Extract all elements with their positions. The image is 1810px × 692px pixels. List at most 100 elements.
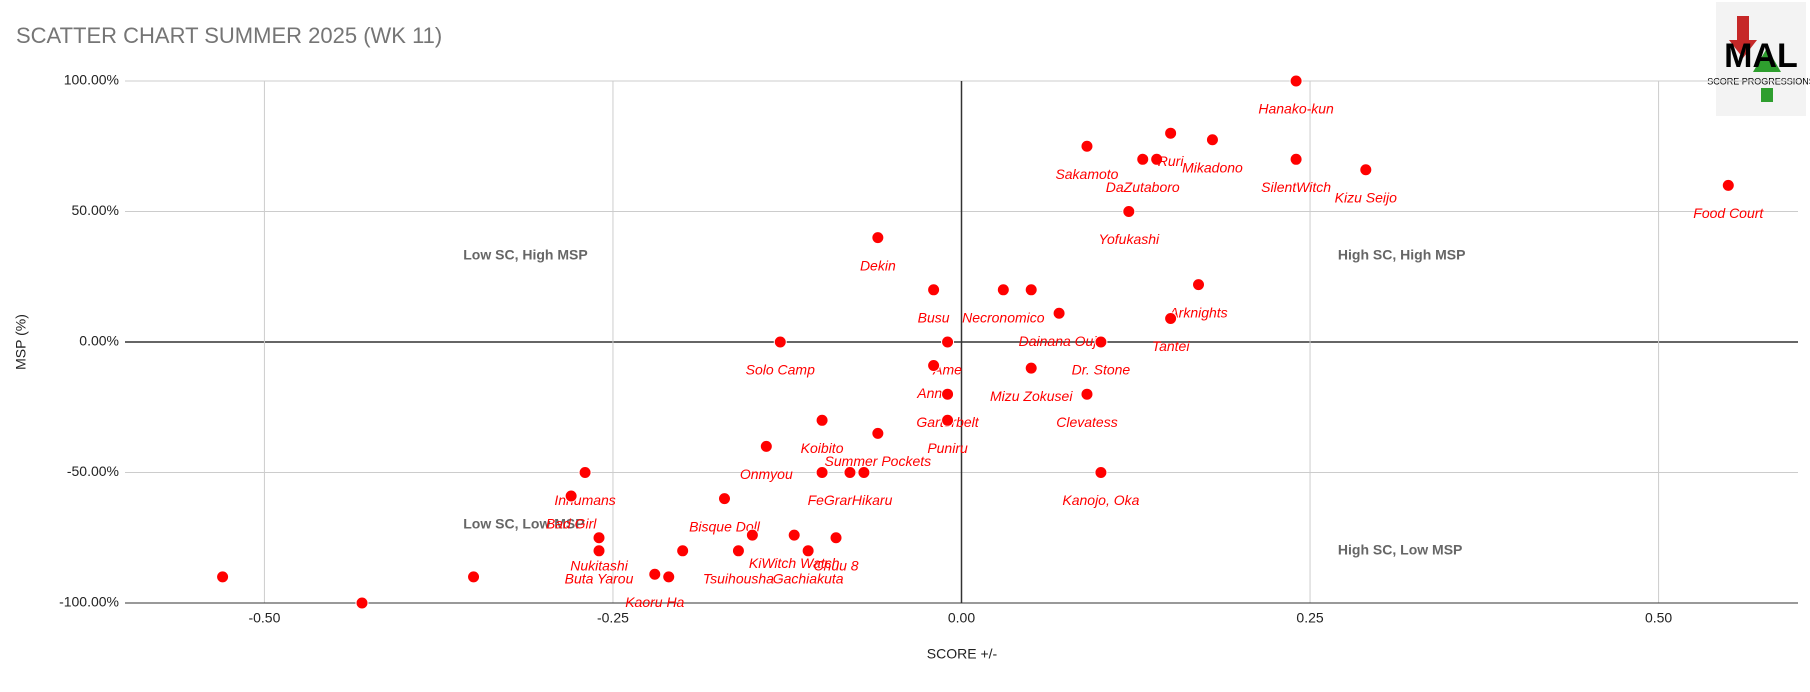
point bbox=[815, 413, 829, 427]
point bbox=[829, 531, 843, 545]
logo-arrow-up-head bbox=[1753, 48, 1781, 72]
point bbox=[1024, 283, 1038, 297]
point bbox=[467, 570, 481, 584]
point bbox=[815, 466, 829, 479]
point bbox=[1052, 306, 1066, 320]
point-label: Puniru bbox=[927, 440, 968, 456]
point bbox=[216, 570, 230, 584]
y-tick-label: 0.00% bbox=[79, 333, 119, 349]
point bbox=[1080, 139, 1094, 153]
point bbox=[578, 466, 592, 479]
point bbox=[1080, 387, 1094, 401]
quadrant-label: Low SC, High MSP bbox=[463, 247, 587, 263]
logo-title: MAL bbox=[1724, 37, 1798, 75]
point bbox=[843, 466, 857, 479]
point bbox=[662, 570, 676, 584]
x-tick-label: 0.00 bbox=[948, 610, 975, 626]
point bbox=[1094, 466, 1108, 479]
point bbox=[1164, 312, 1178, 326]
point-label: Bad Girl bbox=[546, 516, 597, 532]
point bbox=[927, 358, 941, 372]
point bbox=[1024, 361, 1038, 375]
point-label: Necronomico bbox=[962, 310, 1045, 326]
point-label: Sakamoto bbox=[1055, 166, 1118, 182]
point-label: Gachiakuta bbox=[773, 571, 844, 587]
point bbox=[871, 426, 885, 440]
point bbox=[1164, 126, 1178, 140]
point bbox=[857, 466, 871, 479]
point bbox=[1192, 278, 1206, 292]
point-label: Hanako-kun bbox=[1258, 101, 1334, 117]
point bbox=[927, 283, 941, 297]
point-label: Nukitashi bbox=[570, 557, 628, 573]
point-label: Inhumans bbox=[554, 492, 615, 508]
point-label: Busu bbox=[918, 310, 950, 326]
point bbox=[676, 544, 690, 558]
point-label: Anne bbox=[916, 385, 950, 401]
point-label: Onmyou bbox=[740, 466, 793, 482]
point bbox=[1122, 205, 1136, 218]
point bbox=[648, 567, 662, 581]
point-label: Tantei bbox=[1152, 338, 1191, 354]
point bbox=[1094, 335, 1108, 349]
quadrant-label: High SC, High MSP bbox=[1338, 247, 1466, 263]
point-label: DaZutaboro bbox=[1106, 179, 1180, 195]
point-label: Mikadono bbox=[1182, 159, 1243, 175]
point bbox=[1150, 152, 1164, 166]
point-label: FeGrarHikaru bbox=[808, 492, 893, 508]
x-tick-label: -0.25 bbox=[597, 610, 629, 626]
point bbox=[1289, 74, 1303, 88]
y-tick-label: 50.00% bbox=[72, 202, 119, 218]
quadrant-label: Low SC, Low MSP bbox=[463, 515, 584, 531]
point bbox=[1289, 152, 1303, 166]
logo-arrow-down bbox=[1737, 16, 1749, 40]
x-axis-label: SCORE +/- bbox=[927, 646, 998, 662]
point bbox=[941, 335, 955, 349]
point-label: Mizu Zokusei bbox=[990, 388, 1073, 404]
point-label: Kaoru Ha bbox=[625, 594, 684, 610]
point-label: Ruri bbox=[1158, 153, 1185, 169]
point bbox=[592, 531, 606, 545]
quadrant-label: High SC, Low MSP bbox=[1338, 542, 1462, 558]
point bbox=[759, 439, 773, 453]
x-tick-label: -0.50 bbox=[248, 610, 280, 626]
point-label: Kanojo, Oka bbox=[1062, 492, 1139, 508]
point bbox=[941, 413, 955, 427]
point bbox=[871, 231, 885, 245]
point-label: Yofukashi bbox=[1098, 231, 1160, 247]
point-label: Bisque Doll bbox=[689, 518, 761, 534]
point bbox=[1721, 178, 1735, 192]
point-label: Koibito bbox=[801, 440, 844, 456]
point bbox=[745, 528, 759, 542]
logo: MAL SCORE PROGRESSIONS bbox=[1707, 2, 1810, 116]
point-label: SilentWitch bbox=[1261, 179, 1331, 195]
point-label: Chuu 8 bbox=[813, 557, 858, 573]
point bbox=[787, 528, 801, 542]
x-tick-label: 0.50 bbox=[1645, 610, 1672, 626]
point bbox=[801, 544, 815, 558]
point-label: Food Court bbox=[1693, 205, 1764, 221]
point-label: Kizu Seijo bbox=[1335, 189, 1397, 205]
point bbox=[941, 387, 955, 401]
point bbox=[717, 492, 731, 506]
point bbox=[1136, 152, 1150, 166]
point-label: Buta Yarou bbox=[565, 571, 634, 587]
point-label: Dainana Ouji bbox=[1019, 333, 1101, 349]
y-tick-label: -100.00% bbox=[59, 594, 119, 610]
logo-arrow-up bbox=[1761, 88, 1773, 102]
point bbox=[773, 335, 787, 349]
point-label: KiWitch Watch bbox=[749, 555, 840, 571]
point-label: Dekin bbox=[860, 257, 896, 273]
point-label: Summer Pockets bbox=[825, 453, 932, 469]
y-axis-label: MSP (%) bbox=[13, 314, 29, 370]
logo-arrow-down-head bbox=[1729, 40, 1757, 58]
point bbox=[996, 283, 1010, 297]
y-tick-label: 100.00% bbox=[64, 72, 119, 88]
chart-title: SCATTER CHART SUMMER 2025 (WK 11) bbox=[16, 23, 442, 48]
point bbox=[355, 596, 369, 610]
y-tick-label: -50.00% bbox=[67, 463, 119, 479]
point-label: Dr. Stone bbox=[1072, 362, 1131, 378]
x-tick-label: 0.25 bbox=[1296, 610, 1323, 626]
point bbox=[731, 544, 745, 558]
